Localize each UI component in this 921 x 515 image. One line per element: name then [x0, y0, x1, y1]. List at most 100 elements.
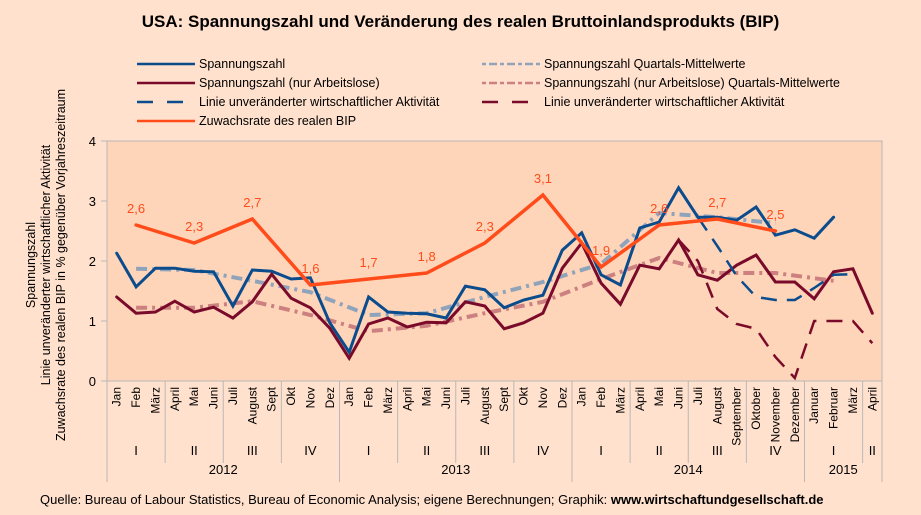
legend-label: Spannungszahl (nur Arbeitslose) Quartals… — [544, 76, 840, 90]
x-month-label: Juli — [458, 387, 472, 405]
data-label: 1,8 — [418, 249, 436, 264]
x-month-label: April — [865, 387, 879, 411]
x-month-label: April — [400, 387, 414, 411]
series-line-4 — [134, 192, 778, 287]
x-month-label: Okt — [284, 386, 298, 405]
x-month-label: Dez — [323, 387, 337, 408]
x-quarter-label: I — [599, 443, 603, 458]
x-month-label: Juni — [672, 387, 686, 409]
x-month-label: Juni — [439, 387, 453, 409]
x-quarter-label: I — [832, 443, 836, 458]
data-label: 1,9 — [592, 243, 610, 258]
y-tick-label: 4 — [89, 134, 96, 149]
legend-item: Linie unveränderter wirtschaftlicher Akt… — [137, 95, 440, 109]
x-month-label: April — [168, 387, 182, 411]
x-month-label: März — [381, 387, 395, 414]
x-month-label: Feb — [362, 387, 376, 408]
legend-item: Spannungszahl (nur Arbeitslose) Quartals… — [482, 76, 840, 90]
legend-item: Spannungszahl Quartals-Mittelwerte — [482, 57, 746, 71]
x-month-label: Nov — [536, 387, 550, 408]
data-label: 2,3 — [476, 219, 494, 234]
x-year-label: 2014 — [674, 462, 703, 477]
chart-title: USA: Spannungszahl und Veränderung des r… — [141, 12, 780, 31]
x-month-label: Dez — [555, 387, 569, 408]
x-quarter-label: III — [712, 443, 723, 458]
x-quarter-label: II — [869, 443, 876, 458]
x-month-label: Dezember — [788, 387, 802, 442]
y-tick-label: 0 — [89, 374, 96, 389]
x-month-label: März — [148, 387, 162, 414]
legend-label: Zuwachsrate des realen BIP — [199, 114, 356, 128]
source-note: Quelle: Bureau of Labour Statistics, Bur… — [40, 492, 824, 507]
legend-label: Spannungszahl — [199, 57, 285, 71]
x-month-label: Nov — [303, 387, 317, 408]
x-month-label: Juni — [207, 387, 221, 409]
x-month-label: Mai — [420, 387, 434, 406]
legend-label: Linie unveränderter wirtschaftlicher Akt… — [199, 95, 440, 109]
legend-item: Zuwachsrate des realen BIP — [137, 114, 356, 128]
x-month-label: Februar — [827, 387, 841, 429]
x-month-label: September — [730, 387, 744, 446]
source-website: www.wirtschaftundgesellschaft.de — [610, 492, 824, 507]
chart: 2,6 2,3 2,7 1,6 1,7 1,8 2,3 3,1 1,9 2,6 2,7 2,5 0 1 2… — [24, 57, 883, 482]
legend-label: Linie unveränderter wirtschaftlicher Akt… — [544, 95, 785, 109]
x-month-label: Sept — [265, 386, 279, 411]
x-month-label: März — [613, 387, 627, 414]
x-quarter-label: IV — [769, 443, 782, 458]
x-month-label: Mai — [187, 387, 201, 406]
x-month-label: Okt — [517, 386, 531, 405]
series-line-1 — [115, 237, 874, 362]
x-year-label: 2013 — [441, 462, 470, 477]
x-quarter-label: II — [423, 443, 430, 458]
x-month-label: Juli — [226, 387, 240, 405]
x-quarter-label: II — [191, 443, 198, 458]
y-tick-label: 2 — [89, 254, 96, 269]
data-label: 2,3 — [185, 219, 203, 234]
x-month-label: November — [768, 387, 782, 442]
data-label: 2,7 — [243, 195, 261, 210]
x-quarter-label: IV — [537, 443, 550, 458]
legend-item: Spannungszahl (nur Arbeitslose) — [137, 76, 380, 90]
source-text: Quelle: Bureau of Labour Statistics, Bur… — [40, 492, 611, 507]
data-label: 3,1 — [534, 171, 552, 186]
x-month-label: Feb — [594, 387, 608, 408]
plot-area — [106, 140, 883, 382]
data-label: 2,7 — [708, 195, 726, 210]
x-month-label: Jan — [110, 387, 124, 406]
x-month-label: Juli — [691, 387, 705, 405]
series-line-3 — [677, 239, 874, 381]
data-label: 2,6 — [650, 201, 668, 216]
x-quarter-label: IV — [304, 443, 317, 458]
series-line-6 — [136, 255, 834, 334]
data-label: 1,7 — [360, 255, 378, 270]
x-month-label: Jan — [342, 387, 356, 406]
x-month-label: August — [710, 386, 724, 424]
x-month-label: Oktober — [749, 387, 763, 430]
x-month-label: Feb — [129, 387, 143, 408]
series-line-0 — [115, 184, 836, 356]
legend-item: Spannungszahl — [137, 57, 285, 71]
x-month-label: August — [478, 386, 492, 424]
x-year-label: 2012 — [209, 462, 238, 477]
y-axis-label: Spannungszahl — [24, 222, 38, 308]
legend-label: Spannungszahl (nur Arbeitslose) — [199, 76, 380, 90]
legend-label: Spannungszahl Quartals-Mittelwerte — [544, 57, 746, 71]
y-axis-label: Zuwachsrate des realen BIP in % gegenübe… — [54, 89, 68, 441]
legend-item: Linie unveränderter wirtschaftlicher Akt… — [482, 95, 785, 109]
x-month-label: Mai — [652, 387, 666, 406]
x-month-label: März — [846, 387, 860, 414]
y-tick-label: 1 — [89, 314, 96, 329]
x-quarter-label: I — [367, 443, 371, 458]
x-quarter-label: III — [479, 443, 490, 458]
y-axis-label: Linie unveränderter wirtschaftlicher Akt… — [39, 144, 53, 385]
x-month-label: Januar — [807, 387, 821, 424]
x-month-label: Jan — [575, 387, 589, 406]
x-month-label: April — [633, 387, 647, 411]
data-label: 1,6 — [301, 261, 319, 276]
x-quarter-label: III — [247, 443, 258, 458]
x-month-label: August — [245, 386, 259, 424]
data-label: 2,6 — [127, 201, 145, 216]
x-quarter-label: I — [134, 443, 138, 458]
x-month-label: Sept — [497, 386, 511, 411]
x-quarter-label: II — [656, 443, 663, 458]
